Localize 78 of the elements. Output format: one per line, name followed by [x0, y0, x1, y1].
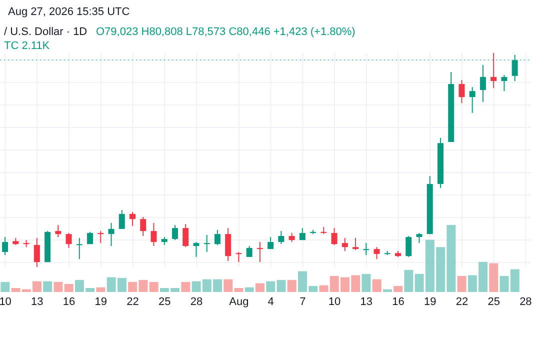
x-tick-label: 25: [158, 296, 171, 308]
candlestick: [140, 216, 146, 236]
bar: [224, 279, 233, 292]
candlestick: [182, 223, 189, 248]
x-tick-label: 7: [300, 296, 306, 308]
candlestick: [469, 86, 476, 114]
candlestick: [480, 64, 486, 103]
candlestick: [204, 234, 210, 253]
x-tick-label: 28: [190, 296, 203, 308]
bar: [319, 285, 328, 292]
candlestick: [118, 210, 125, 230]
bar: [382, 289, 392, 292]
candlestick: [87, 231, 94, 245]
candlestick: [374, 246, 380, 260]
bar: [404, 270, 414, 292]
bar: [362, 274, 371, 292]
bar: [43, 281, 52, 292]
candlestick: [363, 242, 370, 256]
x-tick-label: 16: [392, 296, 404, 308]
candlestick: [76, 237, 82, 260]
candlestick: [490, 53, 497, 89]
candlestick: [246, 246, 252, 258]
candlestick: [501, 74, 508, 92]
x-tick-label: 13: [31, 296, 44, 308]
x-tick-label: Aug: [229, 296, 249, 308]
x-tick-label: 22: [126, 296, 139, 308]
x-tick-label: 28: [520, 296, 532, 308]
candlestick: [193, 241, 200, 258]
x-tick-label: 10: [328, 296, 341, 308]
bar: [457, 276, 466, 292]
candlestick: [214, 229, 220, 246]
x-tick-label: 22: [456, 296, 468, 308]
candlestick: [34, 237, 40, 267]
bar: [372, 279, 382, 292]
bar: [96, 287, 106, 292]
candlestick: [236, 252, 242, 263]
x-tick-label: 13: [360, 296, 373, 308]
candlestick: [278, 230, 284, 245]
bar: [149, 282, 158, 292]
candlestick: [342, 237, 348, 252]
bar: [181, 282, 190, 292]
x-tick-label: 4: [268, 296, 274, 308]
candlestick: [108, 222, 114, 247]
candlestick: [55, 224, 62, 238]
bar: [287, 280, 296, 292]
bar: [489, 263, 498, 292]
candlestick: [225, 228, 232, 262]
candlestick: [416, 232, 422, 244]
bar: [54, 282, 63, 292]
candlestick: [2, 236, 8, 256]
candlestick: [150, 222, 157, 247]
candlestick: [98, 230, 104, 244]
text: Aug 27, 2026 15:35 UTC: [8, 6, 130, 18]
candlestick: [66, 232, 72, 248]
text: O79,023 H80,808 L78,573 C80,446 +1,423 (+1.80%): [96, 26, 356, 38]
bar: [276, 280, 286, 292]
bar: [394, 286, 403, 292]
candlestick: [256, 241, 263, 263]
bar: [64, 284, 74, 292]
bar: [256, 283, 265, 292]
candlestick: [458, 79, 465, 104]
candlestick: [512, 54, 518, 82]
text: TC 2.11K: [4, 40, 50, 52]
candlestick: [331, 228, 338, 246]
x-tick-label: 19: [94, 296, 108, 308]
x-tick-label: 10: [0, 296, 12, 308]
candlestick: [352, 237, 359, 251]
text: / U.S. Dollar · 1D: [4, 26, 88, 38]
x-tick-label: 25: [488, 296, 500, 308]
bar: [266, 281, 276, 292]
bar: [0, 282, 10, 292]
candlestick: [406, 235, 412, 258]
bar: [234, 288, 244, 292]
bar: [244, 287, 254, 292]
x-tick-label: 16: [62, 296, 76, 308]
candlestick: [172, 224, 178, 241]
x-tick-label: 19: [424, 296, 436, 308]
candlestick: [130, 212, 136, 226]
